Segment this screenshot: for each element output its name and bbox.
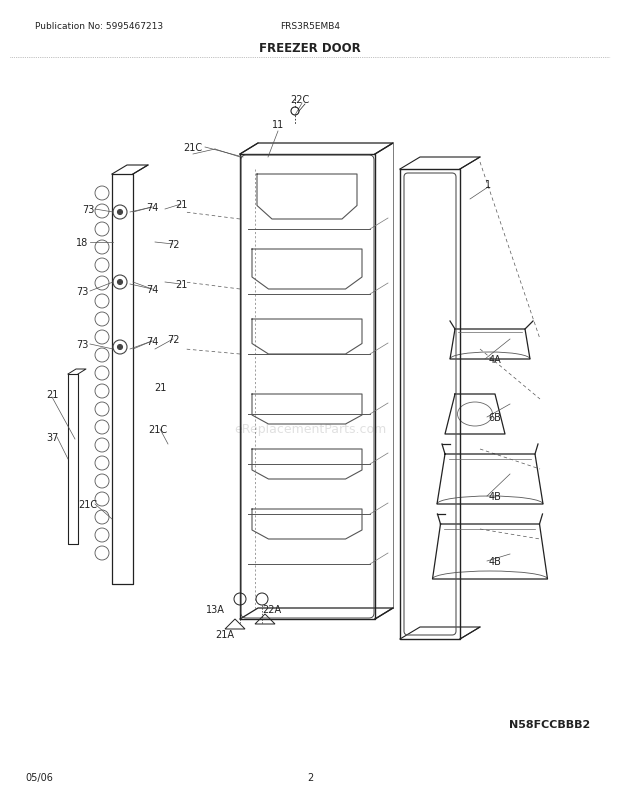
Text: 21: 21: [46, 390, 58, 399]
Text: 1: 1: [485, 180, 491, 190]
Text: 22A: 22A: [262, 604, 281, 614]
Text: 21: 21: [154, 383, 166, 392]
Text: Publication No: 5995467213: Publication No: 5995467213: [35, 22, 163, 31]
Text: 73: 73: [76, 286, 88, 297]
Text: 73: 73: [76, 339, 88, 350]
Text: 18: 18: [76, 237, 88, 248]
Text: 74: 74: [146, 203, 158, 213]
Text: eReplacementParts.com: eReplacementParts.com: [234, 423, 386, 436]
Text: 11: 11: [272, 119, 284, 130]
Text: 74: 74: [146, 285, 158, 294]
Circle shape: [118, 280, 123, 286]
Text: 21C: 21C: [79, 500, 97, 509]
Text: 6B: 6B: [489, 412, 502, 423]
Text: 13A: 13A: [206, 604, 224, 614]
Text: 21C: 21C: [184, 143, 203, 153]
Circle shape: [118, 345, 123, 350]
Text: 21A: 21A: [216, 630, 234, 639]
Text: 37: 37: [46, 432, 58, 443]
Text: 4B: 4B: [489, 492, 502, 501]
Text: 72: 72: [167, 334, 179, 345]
Text: 4A: 4A: [489, 354, 502, 365]
Text: 72: 72: [167, 240, 179, 249]
Text: 05/06: 05/06: [25, 772, 53, 782]
Circle shape: [118, 210, 123, 215]
Text: 73: 73: [82, 205, 94, 215]
Text: FREEZER DOOR: FREEZER DOOR: [259, 42, 361, 55]
Text: N58FCCBBB2: N58FCCBBB2: [509, 719, 590, 729]
Text: 4B: 4B: [489, 557, 502, 566]
Text: 21C: 21C: [148, 424, 167, 435]
Text: FRS3R5EMB4: FRS3R5EMB4: [280, 22, 340, 31]
Text: 22C: 22C: [290, 95, 309, 105]
Text: 21: 21: [175, 280, 187, 290]
Text: 74: 74: [146, 337, 158, 346]
Text: 21: 21: [175, 200, 187, 210]
Text: 2: 2: [307, 772, 313, 782]
